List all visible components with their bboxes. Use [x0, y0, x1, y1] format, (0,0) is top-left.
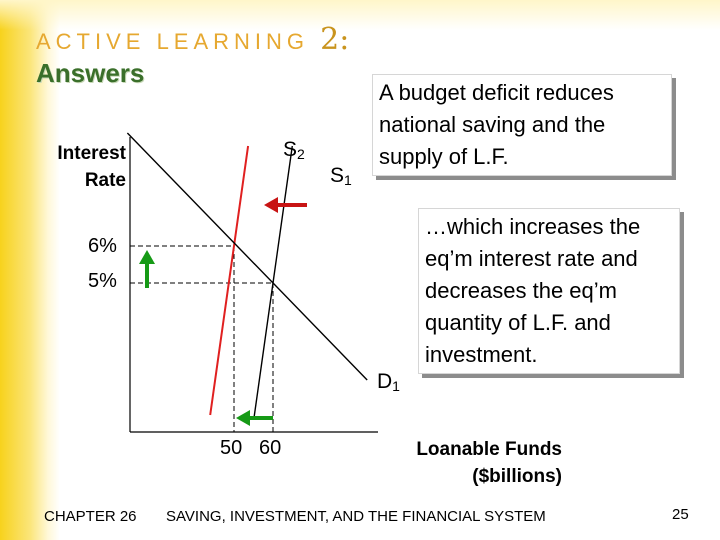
- curve-s2: [209, 145, 250, 416]
- x-tick-label-50: 50: [220, 437, 243, 459]
- slide-title-text: ACTIVE LEARNING: [36, 29, 310, 54]
- x-axis-label: Loanable Funds ($billions): [416, 439, 562, 487]
- footer-chapter: CHAPTER 26: [44, 508, 137, 525]
- y-tick-label-6: 6%: [88, 235, 117, 257]
- label-s2: S2: [283, 138, 305, 162]
- footer-title: SAVING, INVESTMENT, AND THE FINANCIAL SY…: [166, 508, 546, 525]
- note-effects: …which increases the eq’m interest rate …: [418, 208, 680, 374]
- arrow-quantity-down: [236, 410, 273, 426]
- slide-subtitle: Answers: [36, 58, 145, 88]
- y-axis-label: Interest Rate: [57, 143, 126, 191]
- label-s1: S1: [330, 164, 352, 188]
- note-budget-deficit: A budget deficit reduces national saving…: [372, 74, 672, 176]
- slide-title: ACTIVE LEARNING 2:: [36, 22, 349, 57]
- x-tick-label-60: 60: [259, 437, 282, 459]
- background-top-glow: [0, 0, 720, 30]
- y-tick-label-5: 5%: [88, 270, 117, 292]
- slide-title-number: 2:: [320, 22, 350, 57]
- arrow-supply-shift: [264, 197, 307, 213]
- background-gradient: [0, 0, 60, 540]
- curve-s1: [253, 145, 293, 419]
- curve-d1: [126, 132, 368, 381]
- page-number: 25: [672, 506, 689, 523]
- label-d1: D1: [377, 370, 400, 394]
- arrow-rate-up: [139, 250, 155, 288]
